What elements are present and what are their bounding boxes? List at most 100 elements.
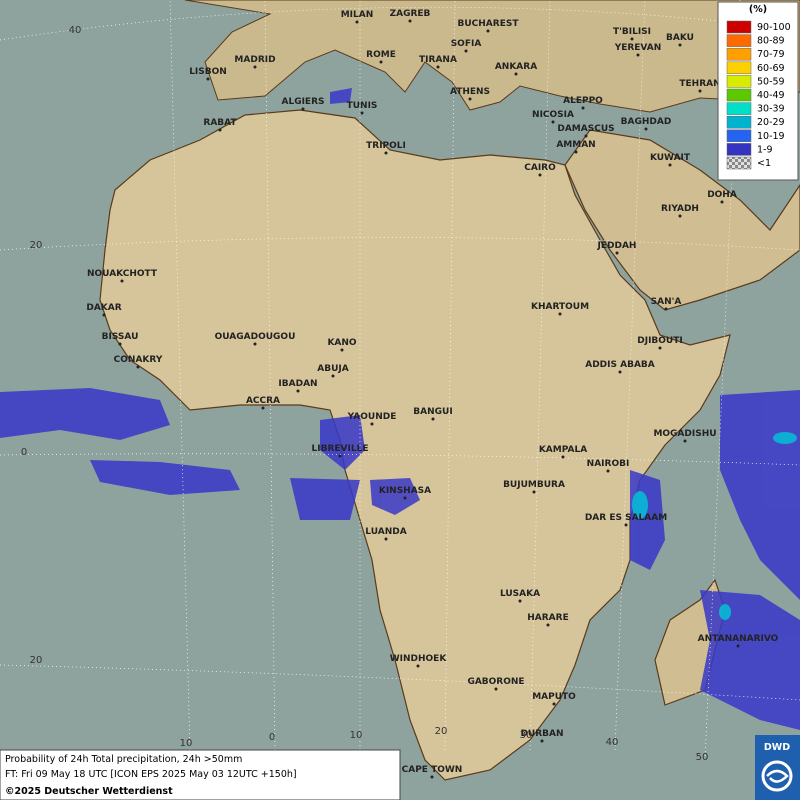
city-dot: [296, 389, 300, 393]
city-dot: [630, 37, 634, 41]
legend-label: 70-79: [757, 49, 785, 60]
city-label: ACCRA: [246, 396, 280, 406]
city-dot: [658, 346, 662, 350]
city-label: DAMASCUS: [557, 124, 614, 134]
city-label: ANTANANARIVO: [698, 634, 779, 644]
city-dot: [514, 72, 518, 76]
city-label: TRIPOLI: [366, 141, 406, 151]
city-dot: [379, 60, 383, 64]
city-label: DURBAN: [520, 729, 563, 739]
city-dot: [644, 127, 648, 131]
city-dot: [403, 496, 407, 500]
europe-land: [184, 0, 800, 113]
city-dot: [253, 65, 257, 69]
city-dot: [636, 53, 640, 57]
city-dot: [102, 313, 106, 317]
city-label: JEDDAH: [597, 241, 637, 251]
city-label: DAR ES SALAAM: [585, 513, 667, 523]
graticule-label: 40: [69, 25, 82, 36]
city-label: DOHA: [707, 190, 737, 200]
city-dot: [261, 406, 265, 410]
city-dot: [678, 214, 682, 218]
city-dot: [486, 29, 490, 33]
legend-swatch: [726, 34, 752, 47]
precipitation-high: [632, 432, 797, 620]
city-dot: [581, 106, 585, 110]
city-dot: [355, 20, 359, 24]
city-dot: [678, 43, 682, 47]
city-label: CAPE TOWN: [402, 765, 463, 775]
city-dot: [206, 77, 210, 81]
city-dot: [683, 439, 687, 443]
city-label: BANGUI: [413, 407, 452, 417]
city-label: BAGHDAD: [621, 117, 672, 127]
city-label: KINSHASA: [379, 486, 431, 496]
city-label: SAN'A: [651, 297, 682, 307]
city-dot: [120, 279, 124, 283]
legend-swatch: [726, 61, 752, 75]
logo-swirl: [761, 760, 793, 792]
city-dot: [253, 342, 257, 346]
city-dot: [494, 687, 498, 691]
city-dot: [338, 454, 342, 458]
copyright: ©2025 Deutscher Wetterdienst: [5, 786, 173, 797]
legend-swatch: [726, 47, 752, 61]
city-dot: [584, 134, 588, 138]
city-label: DAKAR: [86, 303, 121, 313]
graticule-label: 20: [30, 240, 43, 251]
city-label: TEHRAN: [679, 79, 720, 89]
city-label: AMMAN: [556, 140, 595, 150]
city-label: ZAGREB: [390, 9, 431, 19]
city-label: OUAGADOUGOU: [215, 332, 296, 342]
graticule: [0, 0, 800, 761]
city-label: CAIRO: [524, 163, 556, 173]
city-dot: [384, 537, 388, 541]
city-dot: [218, 128, 222, 132]
city-label: GABORONE: [467, 677, 524, 687]
city-label: MADRID: [234, 55, 275, 65]
city-label: TUNIS: [347, 101, 378, 111]
city-dot: [606, 469, 610, 473]
legend-swatch: [726, 75, 752, 88]
legend-swatch: [726, 115, 752, 129]
city-dot: [518, 599, 522, 603]
city-dot: [561, 455, 565, 459]
legend-swatch: [726, 129, 752, 143]
city-label: MAPUTO: [532, 692, 576, 702]
city-label: ABUJA: [317, 364, 348, 374]
city-dot: [430, 775, 434, 779]
city-label: DJIBOUTI: [637, 336, 682, 346]
legend-swatch: [726, 102, 752, 115]
city-dot: [464, 49, 468, 53]
city-dot: [540, 739, 544, 743]
city-dot: [532, 490, 536, 494]
city-label: MILAN: [341, 10, 374, 20]
city-label: ALGIERS: [282, 97, 325, 107]
city-label: CONAKRY: [114, 355, 163, 365]
city-label: TIRANA: [419, 55, 457, 65]
city-dot: [552, 702, 556, 706]
city-dot: [416, 664, 420, 668]
city-label: MOGADISHU: [653, 429, 716, 439]
city-label: NICOSIA: [532, 110, 574, 120]
legend-label: 80-89: [757, 36, 785, 47]
city-label: NOUAKCHOTT: [87, 269, 158, 279]
city-label: YEREVAN: [614, 43, 662, 53]
city-label: ANKARA: [495, 62, 537, 72]
africa-land: [99, 109, 731, 781]
city-dot: [431, 417, 435, 421]
city-dot: [624, 523, 628, 527]
city-dot: [136, 365, 140, 369]
city-dot: [408, 19, 412, 23]
city-label: BUJUMBURA: [503, 480, 565, 490]
city-dot: [551, 120, 555, 124]
legend-swatch: [726, 156, 752, 170]
city-label: SOFIA: [451, 39, 482, 49]
graticule-label: 10: [350, 730, 363, 741]
city-dot: [436, 65, 440, 69]
legend: (%) 90-100 80-89 70-79 60-69 50-59 40-49 30-39…: [717, 1, 799, 181]
city-dot: [615, 251, 619, 255]
city-dot: [618, 370, 622, 374]
legend-swatch: [726, 88, 752, 102]
city-dot: [720, 200, 724, 204]
